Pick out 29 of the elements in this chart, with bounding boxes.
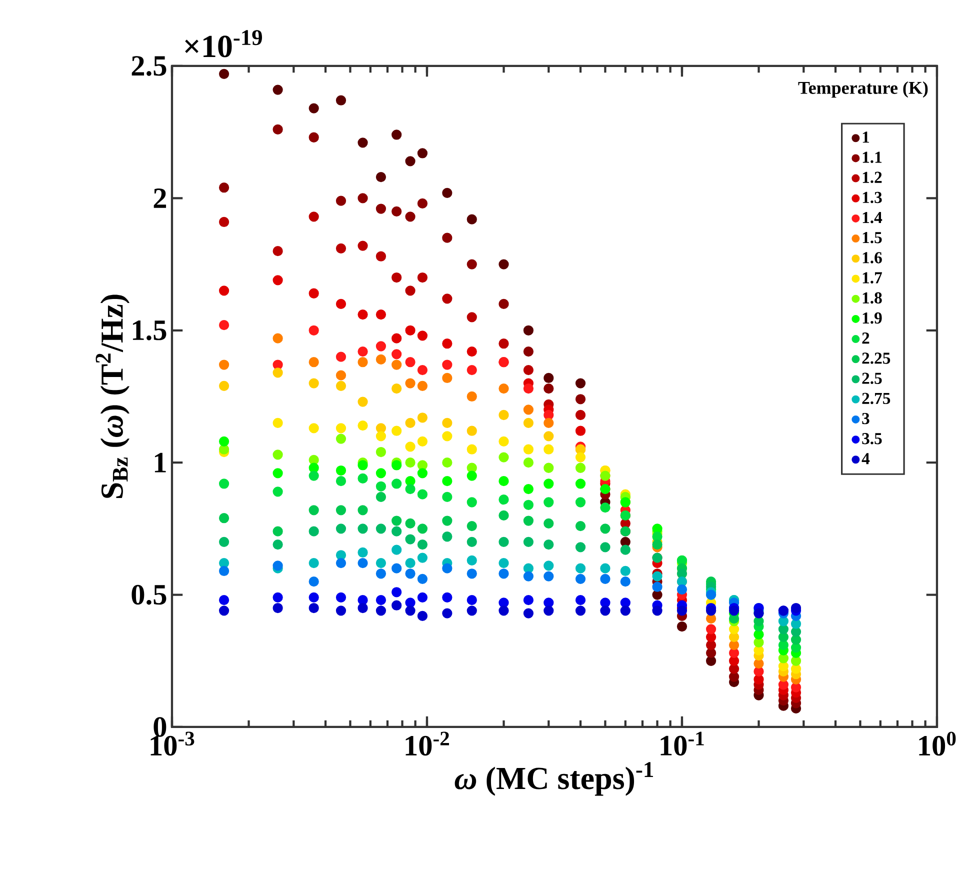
x-axis-title: ω (MC steps)$^{-1}$ <box>454 762 653 796</box>
legend-label: 1.3 <box>862 192 882 204</box>
x-tick-label: 10$^{-1}$ <box>660 732 704 756</box>
y-tick-label: 0.5 <box>132 584 166 605</box>
legend-label: 1.6 <box>862 252 882 264</box>
legend-label: 3.5 <box>862 433 882 444</box>
legend-label: 2.75 <box>862 392 890 404</box>
x-tick-label: 10$^{0}$ <box>919 732 956 756</box>
legend-label: 1.7 <box>862 272 882 284</box>
legend-label: 1.2 <box>862 172 882 184</box>
legend-label: 2.25 <box>862 352 890 364</box>
legend-label: 3 <box>862 412 870 424</box>
legend-label: 2 <box>862 332 870 344</box>
legend-label: 1.8 <box>862 292 882 304</box>
y-tick-label: 1.5 <box>132 320 166 340</box>
text: ×10$^{-19}$ <box>185 30 262 58</box>
legend-label: 1 <box>862 132 870 143</box>
legend-label: 1.5 <box>862 232 882 244</box>
y-axis-title: S$_{Bz}$ (ω) (T$^{2}$/Hz) <box>96 294 130 498</box>
y-tick-label: 2.5 <box>132 56 166 76</box>
legend-label: 4 <box>862 453 870 464</box>
y-tick-label: 2 <box>154 188 166 208</box>
legend-label: 2.5 <box>862 372 882 384</box>
legend-label: 1.4 <box>862 212 882 224</box>
y-tick-label: 1 <box>154 452 166 472</box>
legend-label: 1.9 <box>862 312 882 324</box>
legend-label: 1.1 <box>862 152 882 163</box>
x-tick-label: 10$^{-2}$ <box>406 732 449 756</box>
legend-title: Temperature (K) <box>798 81 928 98</box>
